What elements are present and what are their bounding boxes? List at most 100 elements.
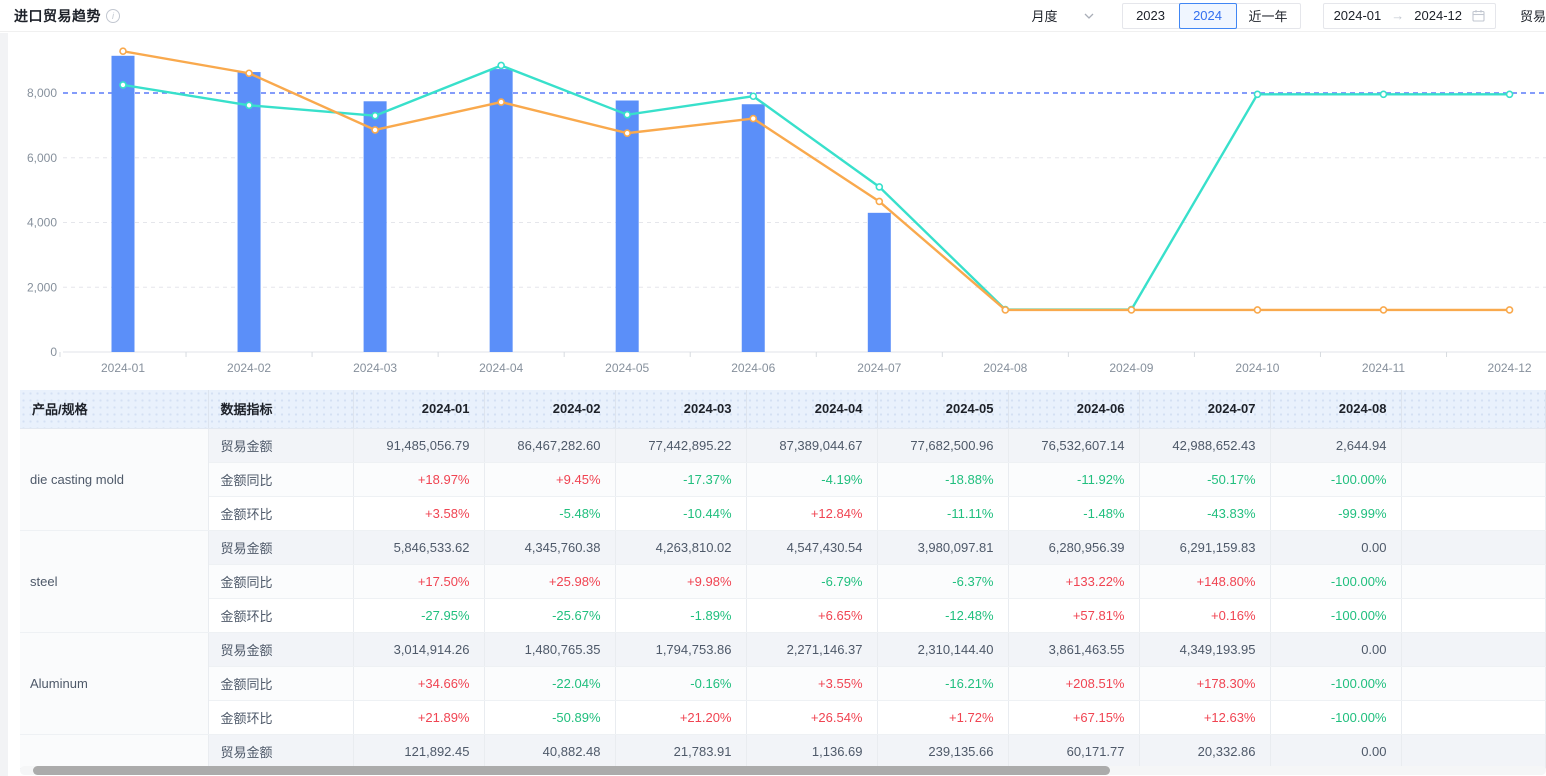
left-edge-strip xyxy=(0,33,8,776)
value-cell: 6,280,956.39 xyxy=(1008,530,1140,565)
page-title: 进口贸易趋势 xyxy=(14,7,101,24)
value-cell: 1,136.69 xyxy=(746,734,878,769)
value-cell: -22.04% xyxy=(484,666,616,701)
value-cell: -100.00% xyxy=(1270,700,1402,735)
col-header-partial xyxy=(1401,390,1546,429)
info-icon[interactable]: i xyxy=(106,8,120,23)
col-header-metric: 数据指标 xyxy=(208,390,354,429)
segment-2024-button[interactable]: 2024 xyxy=(1178,2,1237,29)
arrow-right-icon: → xyxy=(1391,8,1405,23)
value-cell: 60,171.77 xyxy=(1008,734,1140,769)
svg-text:2024-11: 2024-11 xyxy=(1362,361,1405,375)
value-cell: -17.37% xyxy=(615,462,747,497)
table-row: 金额环比 +21.89% -50.89% +21.20% +26.54% +1.72% +6… xyxy=(20,700,1546,735)
value-cell: -6.79% xyxy=(746,564,878,599)
value-cell: +26.54% xyxy=(746,700,878,735)
value-cell: +0.16% xyxy=(1139,598,1271,633)
metric-label-cell: 金额环比 xyxy=(208,598,354,633)
col-header-month-2024-08: 2024-08 xyxy=(1270,390,1402,429)
partial-cell xyxy=(1401,734,1546,769)
value-cell: -1.89% xyxy=(615,598,747,633)
metric-label-cell: 金额同比 xyxy=(208,462,354,497)
svg-text:2024-05: 2024-05 xyxy=(605,361,649,375)
value-cell: +6.65% xyxy=(746,598,878,633)
value-cell: -50.89% xyxy=(484,700,616,735)
segment-last-year-button[interactable]: 近一年 xyxy=(1235,2,1301,29)
value-cell: +25.98% xyxy=(484,564,616,599)
value-cell: 1,480,765.35 xyxy=(484,632,616,667)
svg-text:2024-02: 2024-02 xyxy=(227,361,271,375)
trade-data-table: 产品/规格 数据指标 2024-01 2024-02 2024-03 2024-04 2… xyxy=(20,390,1546,769)
svg-text:2,000: 2,000 xyxy=(27,280,57,294)
table-row: die casting mold 贸易金额 91,485,056.79 86,467,… xyxy=(20,428,1546,531)
horizontal-scrollbar-track[interactable] xyxy=(20,766,1546,775)
value-cell: +18.97% xyxy=(353,462,485,497)
metric-label-cell: 贸易金额 xyxy=(208,530,354,565)
col-header-month-2024-04: 2024-04 xyxy=(746,390,878,429)
value-cell: -50.17% xyxy=(1139,462,1271,497)
table-row: 金额环比 -27.95% -25.67% -1.89% +6.65% -12.48% +57… xyxy=(20,598,1546,633)
product-name-cell xyxy=(20,734,209,769)
svg-text:2024-04: 2024-04 xyxy=(479,361,523,375)
col-header-month-2024-02: 2024-02 xyxy=(484,390,616,429)
value-cell: -16.21% xyxy=(877,666,1009,701)
value-cell: +133.22% xyxy=(1008,564,1140,599)
value-cell: -12.48% xyxy=(877,598,1009,633)
value-cell: 121,892.45 xyxy=(353,734,485,769)
table-row: steel 贸易金额 5,846,533.62 4,345,760.38 4,263,8… xyxy=(20,530,1546,633)
metric-label-cell: 贸易金额 xyxy=(208,428,354,463)
trend-chart-canvas[interactable]: 0 2,000 4,000 6,000 8,000 2024-01 2024-02 2024-… xyxy=(0,32,1546,386)
product-name-cell: Aluminum xyxy=(20,632,209,735)
value-cell: 2,310,144.40 xyxy=(877,632,1009,667)
value-cell: 77,682,500.96 xyxy=(877,428,1009,463)
date-range-picker[interactable]: 2024-01 → 2024-12 xyxy=(1322,2,1496,29)
svg-text:2024-09: 2024-09 xyxy=(1109,361,1153,375)
value-cell: +3.58% xyxy=(353,496,485,531)
col-header-month-2024-06: 2024-06 xyxy=(1008,390,1140,429)
value-cell: -100.00% xyxy=(1270,598,1402,633)
value-cell: -25.67% xyxy=(484,598,616,633)
value-cell: -0.16% xyxy=(615,666,747,701)
chevron-down-icon xyxy=(1084,13,1094,19)
year-segmented-control: 2023 2024 近一年 xyxy=(1121,2,1301,29)
value-cell: -11.92% xyxy=(1008,462,1140,497)
value-cell: +21.20% xyxy=(615,700,747,735)
granularity-select[interactable]: 月度 xyxy=(1032,6,1094,25)
partial-cell xyxy=(1401,666,1546,701)
value-cell: -18.88% xyxy=(877,462,1009,497)
partial-cell xyxy=(1401,598,1546,633)
value-cell: -11.11% xyxy=(877,496,1009,531)
trade-type-label-clipped[interactable]: 贸易 xyxy=(1520,9,1546,24)
svg-text:8,000: 8,000 xyxy=(27,86,57,100)
value-cell: 0.00 xyxy=(1270,530,1402,565)
segment-2023-button[interactable]: 2023 xyxy=(1121,2,1180,29)
svg-text:4,000: 4,000 xyxy=(27,216,57,230)
value-cell: -5.48% xyxy=(484,496,616,531)
partial-cell xyxy=(1401,530,1546,565)
product-name-cell: die casting mold xyxy=(20,428,209,531)
table-row: 贸易金额 121,892.45 40,882.48 21,783.91 1,136.69… xyxy=(20,734,1546,769)
partial-cell xyxy=(1401,462,1546,497)
value-cell: +9.98% xyxy=(615,564,747,599)
metric-label-cell: 金额同比 xyxy=(208,564,354,599)
svg-text:2024-12: 2024-12 xyxy=(1488,361,1532,375)
value-cell: -100.00% xyxy=(1270,462,1402,497)
metric-label-cell: 贸易金额 xyxy=(208,632,354,667)
value-cell: -100.00% xyxy=(1270,666,1402,701)
panel-header: 进口贸易趋势 i 月度 2023 2024 近一年 2024-01 → 2024… xyxy=(0,0,1546,32)
horizontal-scrollbar-thumb[interactable] xyxy=(33,766,1110,775)
date-end: 2024-12 xyxy=(1414,8,1462,23)
partial-cell xyxy=(1401,632,1546,667)
col-header-month-2024-01: 2024-01 xyxy=(353,390,485,429)
value-cell: -6.37% xyxy=(877,564,1009,599)
svg-text:2024-06: 2024-06 xyxy=(731,361,775,375)
metric-label-cell: 金额环比 xyxy=(208,496,354,531)
value-cell: +178.30% xyxy=(1139,666,1271,701)
value-cell: 4,345,760.38 xyxy=(484,530,616,565)
svg-text:2024-10: 2024-10 xyxy=(1235,361,1279,375)
table-row: 金额同比 +18.97% +9.45% -17.37% -4.19% -18.88% -11… xyxy=(20,462,1546,497)
table-row: 金额同比 +34.66% -22.04% -0.16% +3.55% -16.21% +20… xyxy=(20,666,1546,701)
value-cell: -1.48% xyxy=(1008,496,1140,531)
value-cell: -100.00% xyxy=(1270,564,1402,599)
value-cell: +57.81% xyxy=(1008,598,1140,633)
